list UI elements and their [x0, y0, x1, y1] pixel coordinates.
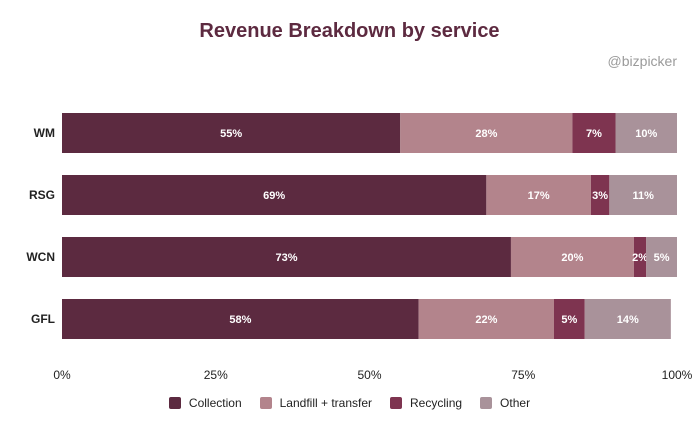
data-label-gfl-3: 14%: [617, 314, 639, 326]
category-label-wcn: WCN: [26, 250, 55, 264]
bar-segment-gfl-3: [584, 299, 671, 339]
bars-group: 55% 28% 7% 10% 69% 17% 3% 11% 73% 20% 2% 5% 58% 22% 5%…: [62, 113, 677, 339]
data-label-wm-3: 10%: [635, 128, 657, 140]
data-label-wcn-1: 20%: [561, 252, 583, 264]
bar-segment-wm-1: [400, 113, 573, 153]
bar-segment-wm-3: [615, 113, 677, 153]
bar-segment-rsg-2: [590, 175, 610, 215]
x-tick-label-0: 0%: [53, 368, 71, 382]
stacked-bar-chart: 55% 28% 7% 10% 69% 17% 3% 11% 73% 20% 2% 5% 58% 22% 5%…: [26, 113, 693, 382]
data-label-rsg-2: 3%: [592, 190, 608, 202]
bar-segment-wcn-3: [646, 237, 677, 277]
legend-item-2: Recycling: [390, 396, 462, 410]
data-label-rsg-3: 11%: [632, 190, 654, 202]
data-label-wm-2: 7%: [586, 128, 602, 140]
data-label-rsg-1: 17%: [528, 190, 550, 202]
legend-item-0: Collection: [168, 396, 242, 410]
x-tick-label-3: 75%: [511, 368, 535, 382]
category-labels: WM RSG WCN GFL: [26, 126, 55, 326]
legend-swatch: [259, 397, 272, 409]
bar-segment-wm-2: [572, 113, 616, 153]
data-label-wm-0: 55%: [220, 128, 242, 140]
category-label-rsg: RSG: [29, 188, 55, 202]
chart-title: Revenue Breakdown by service: [199, 20, 500, 42]
watermark: @bizpicker: [607, 53, 677, 69]
bar-segment-rsg-0: [62, 175, 487, 215]
data-label-wcn-3: 5%: [654, 252, 670, 264]
data-label-wcn-2: 2%: [632, 252, 648, 264]
bar-segment-wcn-0: [62, 237, 511, 277]
category-label-gfl: GFL: [31, 312, 55, 326]
bar-segment-gfl-0: [62, 299, 419, 339]
data-label-gfl-0: 58%: [229, 314, 251, 326]
data-label-wm-1: 28%: [475, 128, 497, 140]
x-tick-label-4: 100%: [662, 368, 693, 382]
legend-item-1: Landfill + transfer: [259, 396, 373, 410]
legend-item-3: Other: [480, 396, 530, 410]
x-tick-label-1: 25%: [204, 368, 228, 382]
legend-swatch: [168, 397, 181, 409]
bar-segment-rsg-1: [486, 175, 591, 215]
legend-label: Other: [500, 396, 531, 410]
legend-swatch: [480, 397, 493, 409]
bar-segment-gfl-1: [418, 299, 554, 339]
legend: Collection Landfill + transfer Recycling Ot…: [0, 396, 699, 410]
bar-segment-wcn-2: [633, 237, 647, 277]
bar-segment-wm-0: [62, 113, 401, 153]
legend-label: Recycling: [410, 396, 463, 410]
data-label-wcn-0: 73%: [275, 252, 297, 264]
bar-segment-rsg-3: [609, 175, 677, 215]
bar-segment-gfl-2: [554, 299, 585, 339]
x-tick-label-2: 50%: [357, 368, 381, 382]
category-label-wm: WM: [34, 126, 55, 140]
bar-segment-wcn-1: [510, 237, 634, 277]
data-label-gfl-1: 22%: [475, 314, 497, 326]
data-label-rsg-0: 69%: [263, 190, 285, 202]
legend-label: Landfill + transfer: [279, 396, 373, 410]
data-label-gfl-2: 5%: [561, 314, 577, 326]
legend-label: Collection: [188, 396, 242, 410]
legend-swatch: [390, 397, 403, 409]
x-axis-ticks: 0% 25% 50% 75% 100%: [53, 368, 692, 382]
